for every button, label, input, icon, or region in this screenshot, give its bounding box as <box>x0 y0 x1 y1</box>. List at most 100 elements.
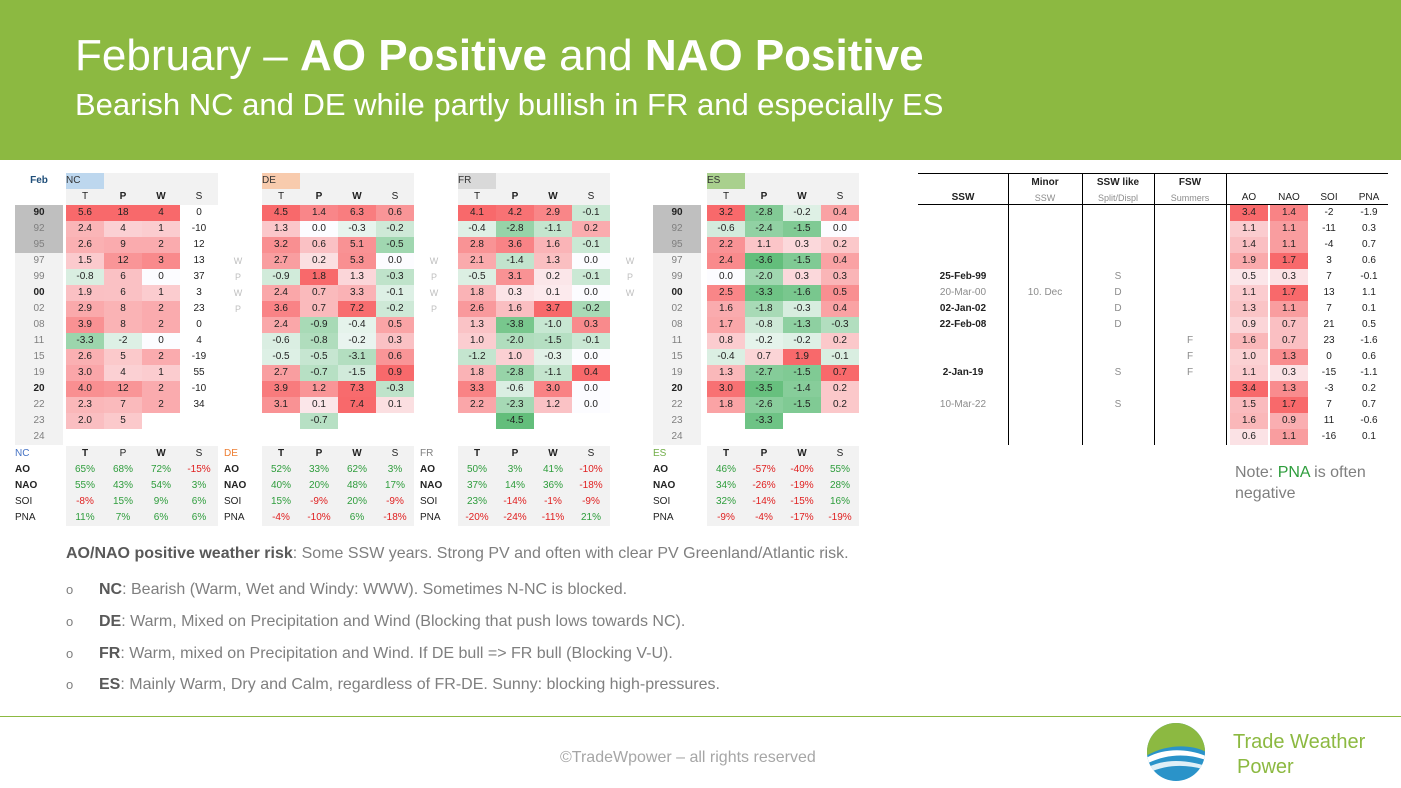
data-cell: 9 <box>104 237 142 253</box>
data-cell: 0.4 <box>821 301 859 317</box>
corr-index-label: SOI <box>653 496 671 507</box>
corr-value: -9% <box>376 494 414 510</box>
data-cell: 1.7 <box>707 317 745 333</box>
data-cell: -0.2 <box>783 205 821 221</box>
corr-value: 68% <box>104 462 142 478</box>
year-label: 08 <box>653 317 701 333</box>
data-cell: 3 <box>142 253 180 269</box>
data-cell: 1.3 <box>707 365 745 381</box>
data-cell: -1.4 <box>496 253 534 269</box>
ssw-split <box>1082 429 1154 445</box>
header-banner: February – AO Positive and NAO Positive … <box>0 0 1401 160</box>
column-header: P <box>496 189 534 205</box>
data-cell: 34 <box>180 397 218 413</box>
corr-value: 32% <box>707 494 745 510</box>
ssw-minor <box>1008 269 1082 285</box>
data-cell: -2.7 <box>745 365 783 381</box>
ssw-minor <box>1008 349 1082 365</box>
data-cell: -10 <box>180 221 218 237</box>
ssw-fsw <box>1154 285 1226 301</box>
data-cell <box>142 429 180 445</box>
data-cell <box>821 429 859 445</box>
data-cell: 0.2 <box>821 381 859 397</box>
corr-value: -15% <box>783 494 821 510</box>
year-label: 90 <box>653 205 701 221</box>
data-cell: -0.1 <box>376 285 414 301</box>
data-cell: 0.1 <box>300 397 338 413</box>
data-cell: 0.2 <box>534 269 572 285</box>
corr-region-nc: NC <box>15 448 30 459</box>
data-cell: 2 <box>142 301 180 317</box>
data-cell <box>180 429 218 445</box>
data-cell <box>376 429 414 445</box>
data-cell: 1.8 <box>300 269 338 285</box>
data-cell: -2 <box>104 333 142 349</box>
ssw-index-value: 0.3 <box>1270 269 1308 285</box>
column-header: W <box>338 189 376 205</box>
side-marker: W <box>233 256 243 266</box>
data-cell: 0 <box>142 333 180 349</box>
ssw-index-value: 3 <box>1310 253 1348 269</box>
ssw-split <box>1082 349 1154 365</box>
region-header-fill <box>745 173 859 189</box>
ssw-minor: 10. Dec <box>1027 287 1063 298</box>
data-cell: 1.1 <box>745 237 783 253</box>
data-cell: 18 <box>104 205 142 221</box>
ssw-split <box>1082 221 1154 237</box>
year-label: 15 <box>15 349 63 365</box>
ssw-index-value: 1.7 <box>1270 397 1308 413</box>
data-cell: 4 <box>142 205 180 221</box>
data-cell: 0.1 <box>534 285 572 301</box>
ssw-split <box>1082 333 1154 349</box>
ssw-minor <box>1008 365 1082 381</box>
data-cell: -3.3 <box>745 285 783 301</box>
ssw-index-value: 1.1 <box>1270 237 1308 253</box>
corr-value: 3% <box>376 462 414 478</box>
data-cell: -0.2 <box>338 333 376 349</box>
page-title: February – AO Positive and NAO Positive <box>75 31 924 80</box>
corr-value: 55% <box>66 478 104 494</box>
year-label: 22 <box>15 397 63 413</box>
data-cell: 0.0 <box>572 397 610 413</box>
corr-column-header: W <box>534 446 572 462</box>
ssw-minor <box>1008 253 1082 269</box>
year-label: 02 <box>653 301 701 317</box>
corr-value: 65% <box>66 462 104 478</box>
corr-index-label: NAO <box>224 480 247 491</box>
data-cell: 0.7 <box>745 349 783 365</box>
data-cell <box>572 413 610 429</box>
data-cell: -0.1 <box>821 349 859 365</box>
ssw-minor <box>1008 397 1082 413</box>
ssw-fsw <box>1154 221 1226 237</box>
ssw-index-value: 1.0 <box>1230 349 1268 365</box>
data-cell: 0.7 <box>300 301 338 317</box>
data-cell: 7.2 <box>338 301 376 317</box>
ssw-header-top: SSW like <box>1096 177 1140 188</box>
ssw-fsw <box>1154 317 1226 333</box>
ssw-index-value: 0.5 <box>1230 269 1268 285</box>
ssw-index-value: 1.1 <box>1270 429 1308 445</box>
data-cell: -1.5 <box>783 221 821 237</box>
side-marker: W <box>429 256 439 266</box>
data-cell: 2.4 <box>66 221 104 237</box>
data-cell: 0.3 <box>783 269 821 285</box>
data-cell <box>496 429 534 445</box>
ssw-date <box>918 333 1008 349</box>
ssw-fsw <box>1154 413 1226 429</box>
side-marker: P <box>234 304 241 314</box>
data-cell: 0 <box>142 269 180 285</box>
corr-value: 46% <box>707 462 745 478</box>
corr-column-header: T <box>707 446 745 462</box>
ssw-fsw <box>1154 397 1226 413</box>
data-cell: -0.6 <box>496 381 534 397</box>
data-cell: -2.8 <box>496 365 534 381</box>
corr-value: -24% <box>496 510 534 526</box>
data-cell: 0.7 <box>821 365 859 381</box>
data-cell: 0.2 <box>821 397 859 413</box>
corr-value: 20% <box>338 494 376 510</box>
data-cell: -0.3 <box>783 301 821 317</box>
data-cell: 2 <box>142 349 180 365</box>
ssw-index-value: 0.3 <box>1270 365 1308 381</box>
corr-region-de: DE <box>224 448 238 459</box>
side-marker: W <box>233 288 243 298</box>
